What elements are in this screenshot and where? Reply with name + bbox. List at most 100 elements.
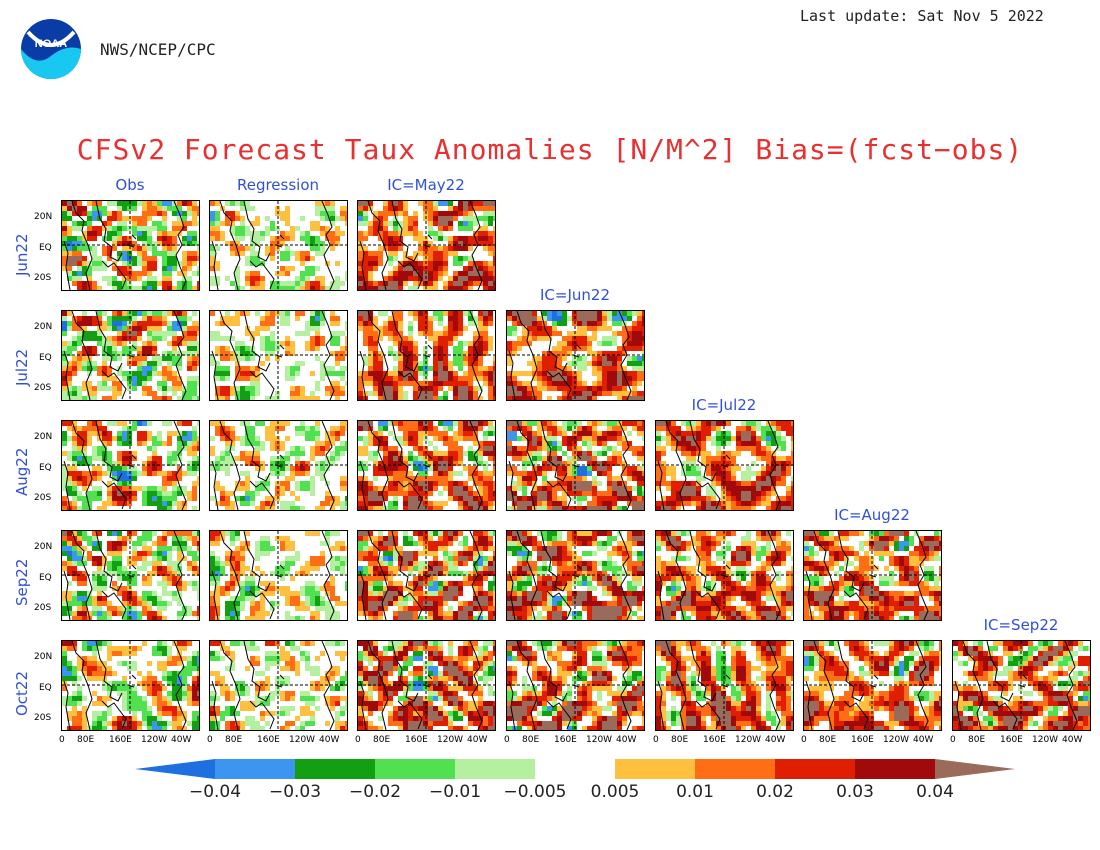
lon-label: 80E xyxy=(671,735,689,745)
row-label: Sep22 xyxy=(13,558,31,606)
lon-label: 160E xyxy=(703,735,726,745)
col-header-ic-2: IC=Jun22 xyxy=(540,286,610,304)
map-panel xyxy=(655,530,794,621)
lon-label: 160E xyxy=(109,735,132,745)
row-label: Aug22 xyxy=(13,447,31,496)
lon-label: 40W xyxy=(913,735,934,745)
lat-label: 20N xyxy=(34,432,53,442)
lon-label: 120W xyxy=(141,735,168,745)
lat-label: 20S xyxy=(34,273,52,283)
map-panel xyxy=(357,420,496,511)
map-panel xyxy=(61,310,200,401)
lat-label: EQ xyxy=(39,243,52,253)
col-header-ic-4: IC=Aug22 xyxy=(834,506,910,524)
lon-label: 80E xyxy=(968,735,986,745)
map-panel xyxy=(506,640,645,731)
map-panel xyxy=(803,530,942,621)
lon-label: 0 xyxy=(207,735,213,745)
lon-label: 120W xyxy=(735,735,762,745)
lon-label: 160E xyxy=(405,735,428,745)
colorbar-left-arrow xyxy=(135,759,215,779)
row-label: Oct22 xyxy=(13,670,31,716)
colorbar-tick-label: −0.04 xyxy=(188,782,242,802)
lon-label: 0 xyxy=(950,735,956,745)
map-panel xyxy=(209,530,348,621)
org-label: NWS/NCEP/CPC xyxy=(100,40,216,59)
lon-label: 80E xyxy=(373,735,391,745)
lon-label: 120W xyxy=(289,735,316,745)
colorbar xyxy=(135,759,1015,779)
lat-label: EQ xyxy=(39,353,52,363)
lat-label: 20N xyxy=(34,542,53,552)
map-panel xyxy=(357,640,496,731)
lon-label: 120W xyxy=(883,735,910,745)
lon-label: 80E xyxy=(819,735,837,745)
last-update: Last update: Sat Nov 5 2022 xyxy=(800,7,1044,25)
colorbar-segment xyxy=(695,759,775,779)
map-panel xyxy=(209,310,348,401)
map-panel xyxy=(506,530,645,621)
colorbar-segment xyxy=(855,759,935,779)
lon-label: 40W xyxy=(171,735,192,745)
col-header-ic-5: IC=Sep22 xyxy=(983,616,1059,634)
map-panel xyxy=(655,420,794,511)
map-panel xyxy=(803,640,942,731)
colorbar-tick-label: 0.04 xyxy=(916,782,954,802)
colorbar-tick-label: 0.03 xyxy=(836,782,874,802)
colorbar-right-arrow xyxy=(935,759,1015,779)
map-panel xyxy=(952,640,1091,731)
lon-label: 40W xyxy=(319,735,340,745)
lat-label: 20N xyxy=(34,322,53,332)
row-label: Jul22 xyxy=(13,348,31,386)
colorbar-tick-label: −0.02 xyxy=(348,782,402,802)
map-panel xyxy=(357,310,496,401)
colorbar-segment xyxy=(215,759,295,779)
lon-label: 120W xyxy=(586,735,613,745)
map-panel xyxy=(61,420,200,511)
lon-label: 120W xyxy=(1032,735,1059,745)
row-label: Jun22 xyxy=(13,233,31,276)
map-panel xyxy=(506,420,645,511)
map-panel xyxy=(357,200,496,291)
lon-label: 160E xyxy=(554,735,577,745)
lon-label: 80E xyxy=(77,735,95,745)
lat-label: 20S xyxy=(34,383,52,393)
lat-label: EQ xyxy=(39,573,52,583)
lon-label: 0 xyxy=(504,735,510,745)
col-header-obs: Obs xyxy=(115,176,145,194)
map-panel xyxy=(209,200,348,291)
lon-label: 0 xyxy=(59,735,65,745)
colorbar-segment xyxy=(295,759,375,779)
col-header-regression: Regression xyxy=(236,176,320,194)
colorbar-tick-label: 0.005 xyxy=(590,782,640,802)
lat-label: EQ xyxy=(39,463,52,473)
colorbar-segment xyxy=(615,759,695,779)
colorbar-tick-label: −0.005 xyxy=(503,782,567,802)
lon-label: 0 xyxy=(801,735,807,745)
lon-label: 40W xyxy=(765,735,786,745)
lon-label: 40W xyxy=(1062,735,1083,745)
colorbar-tick-label: −0.01 xyxy=(428,782,482,802)
map-panel xyxy=(61,640,200,731)
lon-label: 40W xyxy=(467,735,488,745)
lat-label: 20N xyxy=(34,212,53,222)
colorbar-segment xyxy=(455,759,535,779)
lon-label: 40W xyxy=(616,735,637,745)
page-title: CFSv2 Forecast Taux Anomalies [N/M^2] Bi… xyxy=(76,133,1024,166)
noaa-logo-text: NOAA xyxy=(35,38,67,50)
lon-label: 80E xyxy=(522,735,540,745)
map-panel xyxy=(209,640,348,731)
lon-label: 160E xyxy=(257,735,280,745)
colorbar-tick-label: 0.01 xyxy=(676,782,714,802)
lat-label: 20S xyxy=(34,603,52,613)
lon-label: 0 xyxy=(653,735,659,745)
lat-label: 20S xyxy=(34,493,52,503)
lon-label: 0 xyxy=(355,735,361,745)
lon-label: 120W xyxy=(437,735,464,745)
map-panel xyxy=(61,200,200,291)
colorbar-segment xyxy=(535,759,615,779)
lat-label: EQ xyxy=(39,683,52,693)
lat-label: 20N xyxy=(34,652,53,662)
colorbar-tick-label: 0.02 xyxy=(756,782,794,802)
